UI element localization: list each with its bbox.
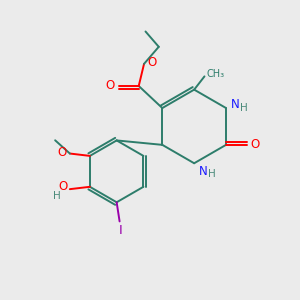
Text: H: H	[208, 169, 216, 179]
Text: O: O	[250, 138, 260, 151]
Text: I: I	[119, 224, 123, 237]
Text: O: O	[57, 146, 66, 159]
Text: N: N	[231, 98, 240, 111]
Text: H: H	[240, 103, 248, 113]
Text: O: O	[148, 56, 157, 69]
Text: CH₃: CH₃	[207, 69, 225, 79]
Text: O: O	[59, 180, 68, 193]
Text: N: N	[199, 165, 208, 178]
Text: O: O	[106, 80, 115, 92]
Text: H: H	[53, 190, 61, 201]
